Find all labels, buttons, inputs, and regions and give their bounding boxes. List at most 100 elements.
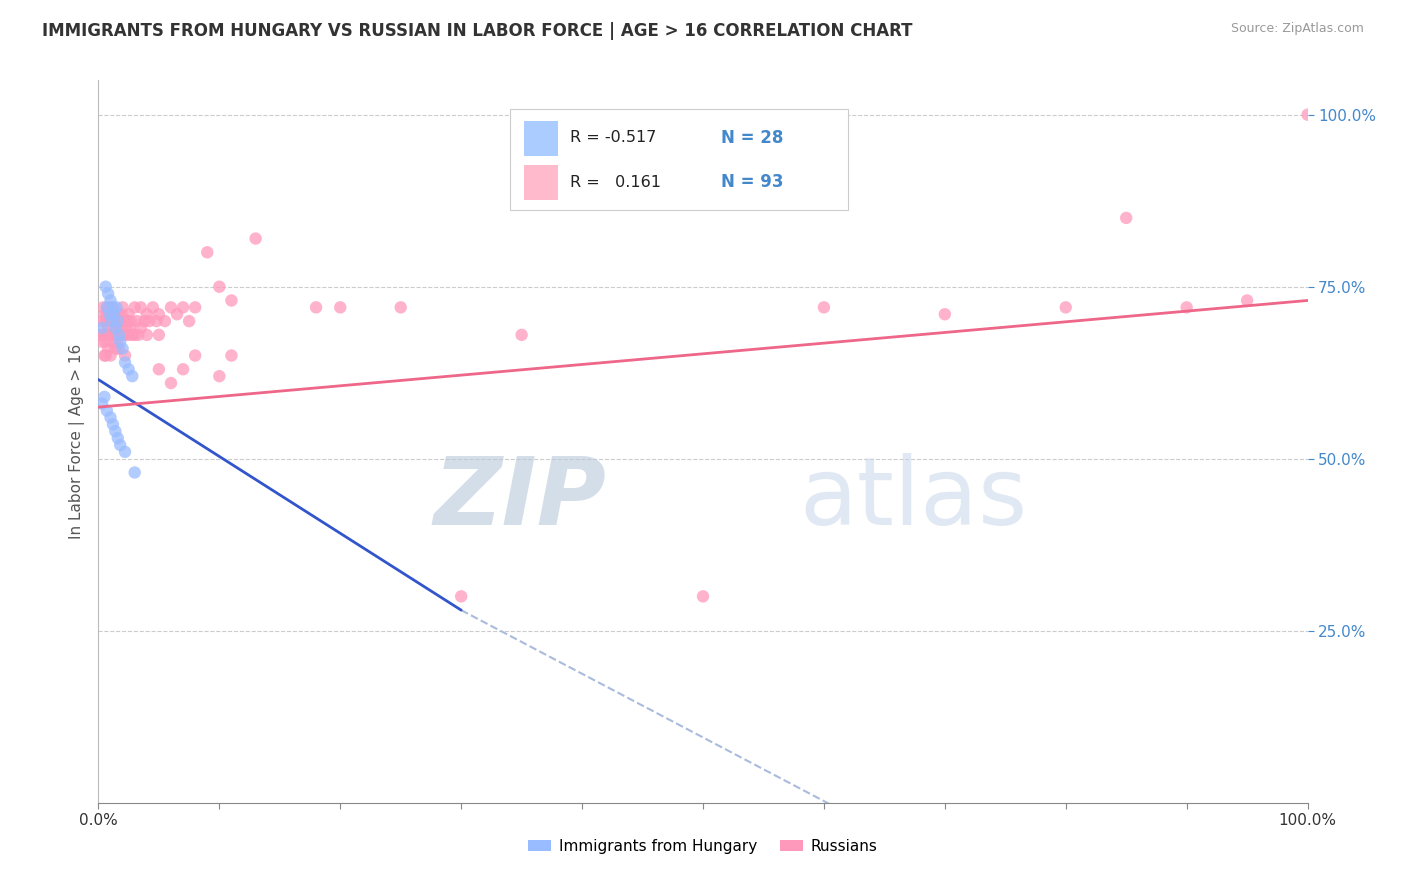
- Point: [208, 369, 231, 384]
- Point: [124, 327, 146, 342]
- Y-axis label: In Labor Force | Age > 16: In Labor Force | Age > 16: [69, 344, 84, 539]
- Point: [100, 293, 122, 308]
- Point: [96, 327, 118, 342]
- Point: [93, 307, 115, 321]
- Point: [94, 334, 117, 349]
- Point: [103, 327, 125, 342]
- Point: [104, 342, 127, 356]
- Point: [121, 327, 143, 342]
- Point: [148, 327, 170, 342]
- Point: [245, 231, 267, 245]
- Point: [134, 314, 156, 328]
- Point: [114, 445, 136, 459]
- Point: [98, 314, 121, 328]
- Point: [107, 431, 129, 445]
- Point: [101, 334, 124, 349]
- Point: [172, 301, 194, 315]
- Point: [1054, 301, 1077, 315]
- Point: [118, 362, 141, 376]
- Point: [96, 301, 118, 315]
- Point: [1296, 108, 1319, 122]
- Point: [329, 301, 352, 315]
- Point: [934, 307, 956, 321]
- Point: [450, 590, 472, 604]
- Point: [129, 321, 152, 335]
- Point: [96, 307, 118, 321]
- Text: N = 93: N = 93: [721, 173, 783, 191]
- Point: [114, 355, 136, 369]
- Text: R = -0.517: R = -0.517: [569, 130, 657, 145]
- Point: [160, 376, 183, 390]
- Point: [107, 307, 129, 321]
- Point: [103, 307, 125, 321]
- Point: [98, 327, 121, 342]
- Point: [108, 334, 131, 349]
- Point: [111, 342, 134, 356]
- Point: [93, 349, 115, 363]
- Point: [142, 301, 165, 315]
- Point: [148, 307, 170, 321]
- Point: [108, 342, 131, 356]
- Point: [1236, 293, 1258, 308]
- Point: [184, 301, 207, 315]
- Point: [221, 293, 243, 308]
- Point: [97, 301, 120, 315]
- Point: [98, 307, 121, 321]
- Point: [91, 397, 114, 411]
- Legend: Immigrants from Hungary, Russians: Immigrants from Hungary, Russians: [522, 833, 884, 860]
- Point: [108, 327, 131, 342]
- Point: [111, 301, 134, 315]
- Point: [172, 362, 194, 376]
- Point: [114, 349, 136, 363]
- Point: [97, 342, 120, 356]
- Point: [692, 590, 714, 604]
- Point: [305, 301, 328, 315]
- Point: [138, 314, 160, 328]
- Point: [108, 321, 131, 335]
- Point: [166, 307, 188, 321]
- Point: [108, 438, 131, 452]
- Point: [96, 403, 118, 417]
- Point: [100, 349, 122, 363]
- Point: [94, 314, 117, 328]
- Point: [195, 245, 218, 260]
- Point: [118, 307, 141, 321]
- Point: [107, 314, 129, 328]
- Point: [91, 327, 114, 342]
- Point: [118, 327, 141, 342]
- Point: [118, 321, 141, 335]
- Point: [108, 327, 131, 342]
- Point: [124, 301, 146, 315]
- Point: [160, 301, 183, 315]
- Point: [179, 314, 201, 328]
- Point: [104, 321, 127, 335]
- Point: [93, 390, 115, 404]
- Text: R =   0.161: R = 0.161: [569, 175, 661, 189]
- Point: [1115, 211, 1137, 225]
- Point: [100, 301, 122, 315]
- Point: [91, 314, 114, 328]
- Point: [110, 307, 132, 321]
- Point: [104, 424, 127, 438]
- Point: [100, 314, 122, 328]
- Point: [148, 362, 170, 376]
- Point: [184, 349, 207, 363]
- Point: [145, 314, 167, 328]
- Point: [510, 327, 533, 342]
- Point: [389, 301, 412, 315]
- Point: [117, 314, 139, 328]
- Text: IMMIGRANTS FROM HUNGARY VS RUSSIAN IN LABOR FORCE | AGE > 16 CORRELATION CHART: IMMIGRANTS FROM HUNGARY VS RUSSIAN IN LA…: [42, 22, 912, 40]
- Point: [127, 327, 149, 342]
- Point: [1175, 301, 1198, 315]
- Point: [107, 327, 129, 342]
- Point: [104, 321, 127, 335]
- FancyBboxPatch shape: [524, 121, 558, 155]
- Point: [105, 314, 128, 328]
- Point: [135, 307, 157, 321]
- Point: [129, 301, 152, 315]
- Point: [112, 314, 135, 328]
- Point: [94, 349, 117, 363]
- Point: [97, 321, 120, 335]
- Text: Source: ZipAtlas.com: Source: ZipAtlas.com: [1230, 22, 1364, 36]
- Point: [120, 314, 142, 328]
